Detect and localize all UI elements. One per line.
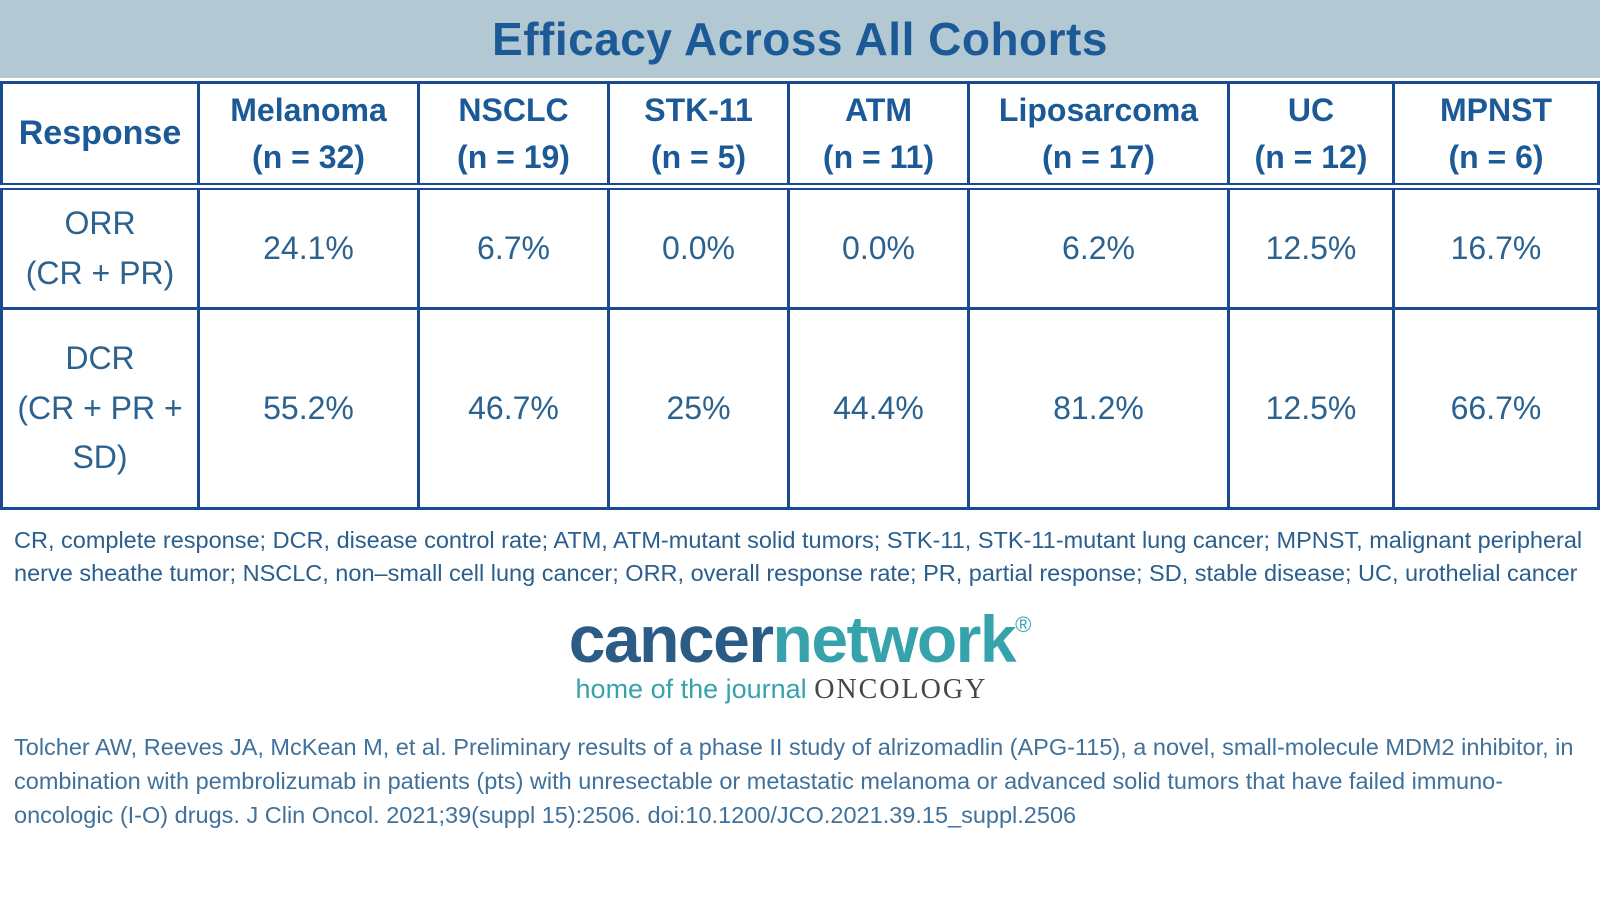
citation: Tolcher AW, Reeves JA, McKean M, et al. … bbox=[14, 733, 1574, 828]
column-sample-size: (n = 19) bbox=[457, 138, 570, 175]
column-name: NSCLC bbox=[458, 92, 569, 129]
column-name: Melanoma bbox=[230, 92, 387, 129]
column-header-response: Response bbox=[0, 81, 200, 190]
logo-text-cancer: cancer bbox=[568, 601, 774, 676]
logo-text-network: network bbox=[772, 601, 1017, 676]
table-cell-dcr-mpnst: 66.7% bbox=[1392, 307, 1600, 510]
table-row-orr: ORR (CR + PR) 24.1% 6.7% 0.0% 0.0% 6.2% … bbox=[0, 185, 1600, 310]
row-label-dcr: DCR (CR + PR + SD) bbox=[0, 307, 200, 510]
table-header-row: Response Melanoma (n = 32) NSCLC (n = 19… bbox=[0, 81, 1600, 190]
table-cell-orr-atm: 0.0% bbox=[787, 185, 970, 310]
logo-tagline-text: home of the journal bbox=[575, 673, 815, 704]
column-sample-size: (n = 17) bbox=[1042, 138, 1155, 175]
infographic-page: Efficacy Across All Cohorts Response Mel… bbox=[0, 0, 1600, 828]
column-sample-size: (n = 6) bbox=[1448, 138, 1544, 175]
column-header-stk11: STK-11 (n = 5) bbox=[607, 81, 790, 190]
row-label-line: DCR bbox=[65, 340, 135, 377]
table-cell-orr-mpnst: 16.7% bbox=[1392, 185, 1600, 310]
column-name: MPNST bbox=[1440, 92, 1552, 129]
table-cell-dcr-stk11: 25% bbox=[607, 307, 790, 510]
table-cell-orr-melanoma: 24.1% bbox=[197, 185, 420, 310]
column-header-mpnst: MPNST (n = 6) bbox=[1392, 81, 1600, 190]
column-header-liposarcoma: Liposarcoma (n = 17) bbox=[967, 81, 1230, 190]
column-name: STK-11 bbox=[644, 92, 753, 129]
table-cell-dcr-liposarcoma: 81.2% bbox=[967, 307, 1230, 510]
table-cell-orr-nsclc: 6.7% bbox=[417, 185, 610, 310]
table-cell-dcr-uc: 12.5% bbox=[1227, 307, 1395, 510]
registered-trademark-icon: ® bbox=[1015, 611, 1032, 637]
column-name: ATM bbox=[845, 92, 912, 129]
table-cell-dcr-melanoma: 55.2% bbox=[197, 307, 420, 510]
table-cell-dcr-atm: 44.4% bbox=[787, 307, 970, 510]
row-label-line: ORR bbox=[64, 204, 136, 241]
row-label-line: (CR + PR + bbox=[17, 389, 183, 426]
column-sample-size: (n = 11) bbox=[822, 138, 935, 175]
column-header-atm: ATM (n = 11) bbox=[787, 81, 970, 190]
page-title: Efficacy Across All Cohorts bbox=[492, 13, 1108, 65]
efficacy-table: Response Melanoma (n = 32) NSCLC (n = 19… bbox=[0, 81, 1600, 510]
column-header-melanoma: Melanoma (n = 32) bbox=[197, 81, 420, 190]
table-cell-orr-liposarcoma: 6.2% bbox=[967, 185, 1230, 310]
logo-inner: cancernetwork® home of the journal ONCOL… bbox=[569, 606, 1032, 706]
column-sample-size: (n = 5) bbox=[650, 138, 747, 175]
abbreviation-footnote: CR, complete response; DCR, disease cont… bbox=[14, 527, 1583, 586]
column-sample-size: (n = 12) bbox=[1254, 138, 1368, 175]
cancernetwork-logo: cancernetwork® home of the journal ONCOL… bbox=[0, 606, 1600, 706]
row-label-orr: ORR (CR + PR) bbox=[0, 185, 200, 310]
column-sample-size: (n = 32) bbox=[252, 138, 365, 175]
logo-wordmark: cancernetwork® bbox=[569, 606, 1032, 672]
table-cell-dcr-nsclc: 46.7% bbox=[417, 307, 610, 510]
logo-tagline: home of the journal ONCOLOGY bbox=[569, 674, 1032, 706]
title-bar: Efficacy Across All Cohorts bbox=[0, 0, 1600, 78]
row-label-line: SD) bbox=[72, 439, 128, 476]
table-row-dcr: DCR (CR + PR + SD) 55.2% 46.7% 25% 44.4%… bbox=[0, 307, 1600, 510]
column-header-nsclc: NSCLC (n = 19) bbox=[417, 81, 610, 190]
table-cell-orr-stk11: 0.0% bbox=[607, 185, 790, 310]
row-label-line: (CR + PR) bbox=[25, 254, 175, 291]
logo-journal-name: ONCOLOGY bbox=[814, 673, 988, 705]
table-cell-orr-uc: 12.5% bbox=[1227, 185, 1395, 310]
column-name: Liposarcoma bbox=[998, 92, 1199, 129]
column-header-uc: UC (n = 12) bbox=[1227, 81, 1395, 190]
column-name: UC bbox=[1287, 92, 1335, 129]
